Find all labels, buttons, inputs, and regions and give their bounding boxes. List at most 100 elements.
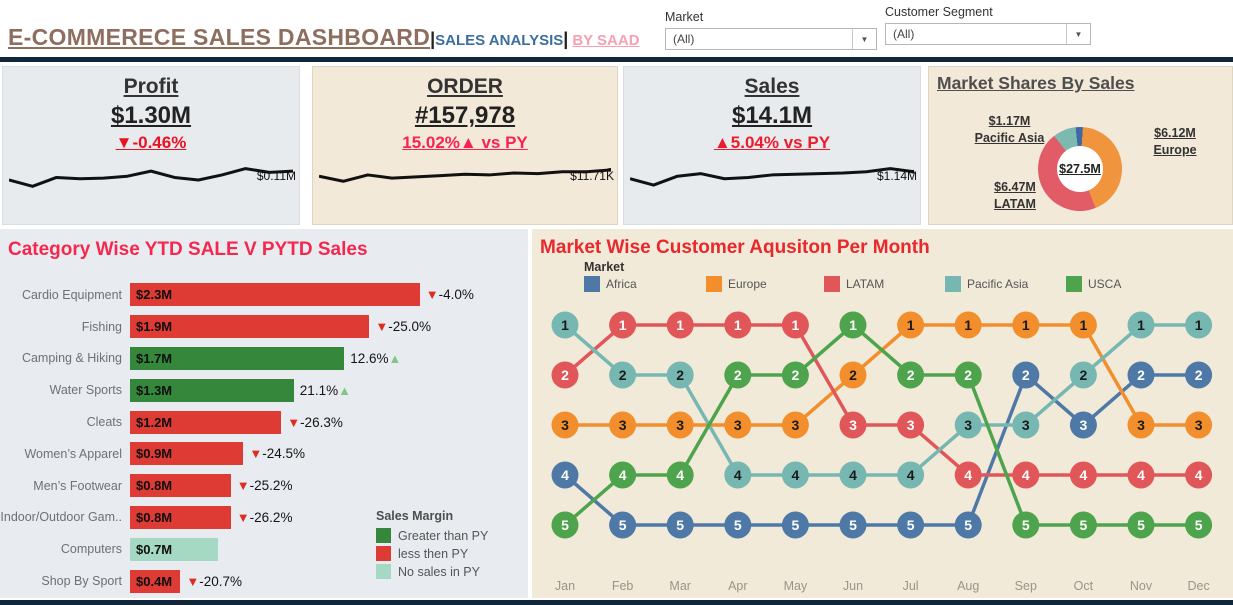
bump-node[interactable]: 2: [1185, 361, 1213, 389]
bump-node[interactable]: 4: [954, 461, 982, 489]
market-filter-dropdown[interactable]: (All) ▼: [665, 28, 877, 50]
bump-node[interactable]: 2: [551, 361, 579, 389]
svg-text:3: 3: [907, 417, 915, 433]
category-delta: ▼-26.3%: [287, 414, 343, 430]
bump-node[interactable]: 5: [666, 511, 694, 539]
bump-node[interactable]: 3: [1185, 411, 1213, 439]
bump-legend-item[interactable]: Europe: [706, 276, 767, 292]
svg-text:2: 2: [1137, 367, 1145, 383]
bump-node[interactable]: 2: [781, 361, 809, 389]
sales-title: Sales: [744, 75, 800, 98]
legend-label: Africa: [606, 277, 637, 291]
bump-node[interactable]: 3: [1127, 411, 1155, 439]
category-label: Indoor/Outdoor Gam..: [0, 510, 122, 525]
category-row: Indoor/Outdoor Gam.. $0.8M ▼-26.2%: [0, 502, 528, 534]
bump-node[interactable]: 4: [1127, 461, 1155, 489]
bump-node[interactable]: 5: [1185, 511, 1213, 539]
bump-node[interactable]: 3: [954, 411, 982, 439]
bump-legend-item[interactable]: USCA: [1066, 276, 1121, 292]
sales-margin-legend-item[interactable]: No sales in PY: [376, 564, 488, 579]
bump-node[interactable]: 4: [781, 461, 809, 489]
bump-node[interactable]: 1: [551, 311, 579, 339]
category-bar[interactable]: $0.7M: [130, 537, 219, 561]
bump-node[interactable]: 3: [781, 411, 809, 439]
bump-node[interactable]: 2: [609, 361, 637, 389]
customer-segment-dropdown[interactable]: (All) ▼: [885, 23, 1091, 45]
category-bar[interactable]: $0.9M: [130, 442, 244, 466]
category-bar[interactable]: $1.2M: [130, 410, 282, 434]
bump-node[interactable]: 5: [1012, 511, 1040, 539]
category-bar[interactable]: $1.7M: [130, 346, 345, 370]
bump-node[interactable]: 4: [1185, 461, 1213, 489]
bump-node[interactable]: 5: [724, 511, 752, 539]
bump-node[interactable]: 1: [781, 311, 809, 339]
bump-node[interactable]: 1: [1012, 311, 1040, 339]
bump-node[interactable]: 3: [839, 411, 867, 439]
bump-node[interactable]: 4: [724, 461, 752, 489]
bump-node[interactable]: 2: [1127, 361, 1155, 389]
bump-node[interactable]: 4: [609, 461, 637, 489]
bump-node[interactable]: 2: [1012, 361, 1040, 389]
bump-node[interactable]: 5: [839, 511, 867, 539]
category-bar[interactable]: $0.8M: [130, 505, 231, 529]
svg-text:3: 3: [1195, 417, 1203, 433]
category-bar[interactable]: $2.3M: [130, 283, 420, 307]
svg-text:1: 1: [561, 317, 569, 333]
category-bar-value: $1.3M: [136, 382, 173, 398]
svg-text:1: 1: [676, 317, 684, 333]
chevron-down-icon[interactable]: ▼: [1066, 24, 1090, 44]
bump-node[interactable]: 1: [724, 311, 752, 339]
bump-node[interactable]: 4: [897, 461, 925, 489]
bump-node[interactable]: 3: [897, 411, 925, 439]
svg-text:4: 4: [1022, 467, 1030, 483]
bump-node[interactable]: 5: [551, 511, 579, 539]
bump-node[interactable]: 1: [897, 311, 925, 339]
bump-node[interactable]: 3: [609, 411, 637, 439]
svg-text:3: 3: [964, 417, 972, 433]
svg-text:1: 1: [964, 317, 972, 333]
bump-node[interactable]: 1: [839, 311, 867, 339]
bump-node[interactable]: 5: [1069, 511, 1097, 539]
bump-node[interactable]: 3: [724, 411, 752, 439]
bump-node[interactable]: 4: [839, 461, 867, 489]
sales-margin-legend-item[interactable]: Greater than PY: [376, 528, 488, 543]
bump-node[interactable]: 1: [666, 311, 694, 339]
svg-text:1: 1: [1195, 317, 1203, 333]
category-bar[interactable]: $1.3M: [130, 378, 294, 402]
bump-node[interactable]: 1: [954, 311, 982, 339]
bump-legend-item[interactable]: LATAM: [824, 276, 884, 292]
bump-node[interactable]: 5: [1127, 511, 1155, 539]
bump-node[interactable]: 5: [609, 511, 637, 539]
bump-node[interactable]: 3: [1069, 411, 1097, 439]
bump-node[interactable]: 2: [666, 361, 694, 389]
bump-node[interactable]: 2: [1069, 361, 1097, 389]
svg-text:5: 5: [907, 517, 915, 533]
svg-text:5: 5: [964, 517, 972, 533]
bump-node[interactable]: 4: [1069, 461, 1097, 489]
bump-legend-item[interactable]: Africa: [584, 276, 637, 292]
bump-node[interactable]: 5: [954, 511, 982, 539]
bump-legend-item[interactable]: Pacific Asia: [945, 276, 1028, 292]
bump-node[interactable]: 4: [1012, 461, 1040, 489]
bump-node[interactable]: 3: [666, 411, 694, 439]
bump-node[interactable]: 1: [1185, 311, 1213, 339]
category-bar[interactable]: $1.9M: [130, 315, 370, 339]
bump-node[interactable]: 5: [897, 511, 925, 539]
bump-node[interactable]: 2: [839, 361, 867, 389]
bump-node[interactable]: 1: [609, 311, 637, 339]
bump-node[interactable]: 2: [954, 361, 982, 389]
bump-node[interactable]: 4: [551, 461, 579, 489]
bump-node[interactable]: 1: [1127, 311, 1155, 339]
bump-node[interactable]: 1: [1069, 311, 1097, 339]
bump-node[interactable]: 3: [551, 411, 579, 439]
bump-node[interactable]: 3: [1012, 411, 1040, 439]
bump-node[interactable]: 2: [897, 361, 925, 389]
bump-node[interactable]: 5: [781, 511, 809, 539]
sales-margin-legend-item[interactable]: less then PY: [376, 546, 488, 561]
bump-node[interactable]: 2: [724, 361, 752, 389]
category-bar[interactable]: $0.4M: [130, 569, 181, 593]
market-shares-donut[interactable]: $27.5M: [1038, 127, 1122, 211]
chevron-down-icon[interactable]: ▼: [852, 29, 876, 49]
bump-node[interactable]: 4: [666, 461, 694, 489]
category-bar[interactable]: $0.8M: [130, 474, 231, 498]
